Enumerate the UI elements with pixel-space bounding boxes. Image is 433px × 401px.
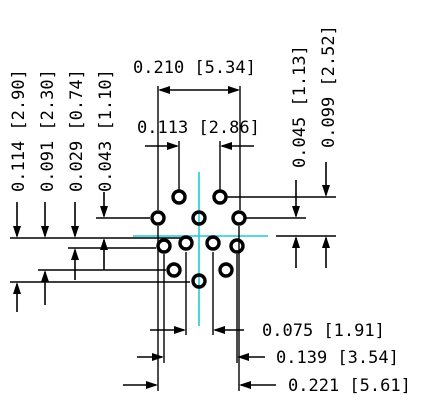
right-labels: 0.045 [1.13] 0.099 [2.52] <box>290 25 339 168</box>
dim-bottom-3-label: 0.221 [5.61] <box>288 376 411 396</box>
left-arrows <box>13 192 108 312</box>
dim-bottom-1: 0.075 [1.91] <box>150 321 385 341</box>
pin-8 <box>205 235 221 251</box>
pin-pattern <box>150 189 247 289</box>
right-extensions <box>226 196 336 237</box>
left-extensions <box>10 217 192 283</box>
left-labels: 0.114 [2.90] 0.091 [2.30] 0.029 [0.74] 0… <box>9 69 116 192</box>
pin-1 <box>171 189 187 205</box>
dim-left-1-label: 0.114 [2.90] <box>9 69 29 192</box>
dim-bottom-1-label: 0.075 [1.91] <box>262 321 385 341</box>
pin-2 <box>212 189 228 205</box>
pin-5 <box>231 210 247 226</box>
pin-11 <box>218 262 234 278</box>
dim-right-1-label: 0.045 [1.13] <box>290 45 310 168</box>
dim-top-spacing: 0.113 [2.86] <box>137 118 260 190</box>
dim-top-width-label: 0.210 [5.34] <box>133 58 256 78</box>
pin-3 <box>150 210 166 226</box>
right-arrows <box>292 162 330 268</box>
dim-right-2-label: 0.099 [2.52] <box>319 25 339 148</box>
pin-9 <box>229 238 245 254</box>
pin-10 <box>166 262 182 278</box>
dim-bottom-2-label: 0.139 [3.54] <box>276 348 399 368</box>
pin-6 <box>156 238 172 254</box>
dim-top-width: 0.210 [5.34] <box>133 58 256 210</box>
centerlines <box>133 172 268 326</box>
pin-7 <box>178 235 194 251</box>
pin-4 <box>191 210 207 226</box>
dim-left-4-label: 0.043 [1.10] <box>96 69 116 192</box>
pin-12 <box>191 273 207 289</box>
dim-bottom-3: 0.221 [5.61] <box>123 376 411 396</box>
dim-left-3-label: 0.029 [0.74] <box>67 69 87 192</box>
dim-left-2-label: 0.091 [2.30] <box>38 69 58 192</box>
dim-bottom-2: 0.139 [3.54] <box>137 348 399 368</box>
bottom-extensions <box>157 226 240 391</box>
dim-top-spacing-label: 0.113 [2.86] <box>137 118 260 138</box>
